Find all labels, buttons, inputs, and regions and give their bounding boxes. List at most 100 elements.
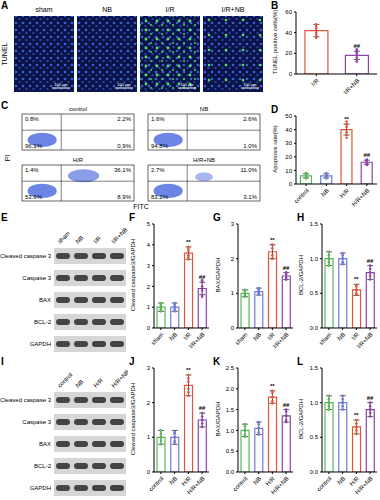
- svg-text:**: **: [186, 239, 191, 245]
- svg-text:1.4%: 1.4%: [25, 167, 39, 173]
- svg-text:BCL-2: BCL-2: [34, 463, 52, 469]
- svg-text:NB: NB: [252, 331, 262, 341]
- svg-text:I/R+NB: I/R+NB: [272, 331, 290, 349]
- svg-text:##: ##: [283, 265, 290, 271]
- svg-text:control: control: [316, 475, 333, 492]
- svg-text:H/R: H/R: [339, 187, 351, 199]
- svg-text:PI: PI: [8, 155, 11, 162]
- svg-text:sham: sham: [35, 6, 52, 13]
- svg-text:100 μm: 100 μm: [243, 82, 257, 87]
- svg-text:1.0: 1.0: [226, 428, 235, 434]
- svg-text:I/R+NB: I/R+NB: [188, 331, 206, 349]
- svg-text:5: 5: [147, 221, 151, 227]
- svg-text:1.0%: 1.0%: [243, 143, 257, 149]
- svg-text:**: **: [344, 116, 349, 122]
- svg-text:H/R+NB: H/R+NB: [110, 369, 128, 389]
- svg-text:100 μm: 100 μm: [180, 82, 194, 87]
- svg-text:1: 1: [147, 434, 151, 440]
- svg-text:0.5: 0.5: [310, 290, 319, 296]
- svg-text:BCL-2: BCL-2: [34, 319, 52, 325]
- svg-text:0.0: 0.0: [310, 469, 319, 475]
- svg-text:40: 40: [285, 127, 292, 133]
- svg-text:GAPDH: GAPDH: [30, 485, 51, 491]
- svg-text:I/R: I/R: [182, 331, 192, 341]
- svg-text:control: control: [293, 187, 310, 204]
- svg-text:2.2%: 2.2%: [117, 116, 131, 122]
- svg-text:sham: sham: [150, 331, 165, 346]
- svg-text:0: 0: [231, 325, 235, 331]
- svg-text:8.9%: 8.9%: [117, 194, 131, 200]
- svg-text:I/R: I/R: [350, 331, 360, 341]
- svg-text:0.9%: 0.9%: [117, 143, 131, 149]
- svg-text:1.5: 1.5: [310, 221, 319, 227]
- svg-text:94.8%: 94.8%: [151, 143, 169, 149]
- svg-text:0: 0: [147, 325, 151, 331]
- svg-text:Cleaved caspase 3: Cleaved caspase 3: [8, 253, 52, 259]
- svg-text:2: 2: [147, 400, 151, 406]
- svg-text:I/R+NB: I/R+NB: [110, 227, 128, 245]
- svg-text:100 μm: 100 μm: [117, 82, 131, 87]
- svg-text:##: ##: [364, 152, 371, 158]
- svg-text:NB: NB: [168, 475, 178, 485]
- svg-text:**: **: [270, 383, 275, 389]
- svg-text:##: ##: [199, 405, 206, 411]
- svg-text:Caspase 3: Caspase 3: [22, 275, 51, 281]
- svg-text:3: 3: [147, 263, 151, 269]
- svg-text:sham: sham: [318, 331, 333, 346]
- svg-text:20: 20: [285, 50, 292, 56]
- svg-text:FITC: FITC: [133, 203, 149, 210]
- svg-text:3: 3: [231, 221, 235, 227]
- svg-text:1.0: 1.0: [310, 256, 319, 262]
- svg-text:**: **: [354, 412, 359, 418]
- svg-text:0.5: 0.5: [226, 448, 235, 454]
- svg-text:4: 4: [147, 242, 151, 248]
- svg-text:I/R+NB: I/R+NB: [222, 6, 245, 13]
- svg-text:1.6%: 1.6%: [151, 116, 165, 122]
- svg-text:I/R+NB: I/R+NB: [342, 77, 360, 95]
- svg-text:##: ##: [283, 402, 290, 408]
- svg-text:2.6%: 2.6%: [243, 116, 257, 122]
- svg-text:NB: NB: [336, 475, 346, 485]
- svg-text:30: 30: [285, 140, 292, 146]
- svg-text:1: 1: [231, 290, 235, 296]
- svg-text:NB: NB: [252, 475, 262, 485]
- svg-text:**: **: [186, 368, 191, 373]
- svg-text:H/R+NB: H/R+NB: [193, 157, 215, 163]
- svg-text:0: 0: [289, 181, 293, 187]
- svg-text:H/R+NB: H/R+NB: [270, 475, 290, 495]
- svg-text:36.1%: 36.1%: [114, 167, 132, 173]
- svg-text:20: 20: [285, 154, 292, 160]
- svg-text:H/R+NB: H/R+NB: [351, 187, 371, 207]
- svg-text:I/R+NB: I/R+NB: [356, 331, 372, 349]
- svg-text:I/R: I/R: [92, 235, 102, 245]
- svg-text:1.5: 1.5: [310, 365, 319, 371]
- svg-text:**: **: [354, 276, 359, 282]
- svg-text:Caspase 3: Caspase 3: [22, 419, 51, 425]
- svg-text:2.7%: 2.7%: [151, 167, 165, 173]
- svg-text:NB: NB: [200, 106, 208, 112]
- svg-text:BAX: BAX: [39, 441, 51, 447]
- svg-text:NB: NB: [74, 379, 84, 389]
- svg-text:##: ##: [353, 43, 360, 49]
- svg-text:100 μm: 100 μm: [54, 82, 68, 87]
- svg-text:2.0: 2.0: [226, 386, 235, 392]
- svg-text:10: 10: [285, 168, 292, 174]
- svg-text:sham: sham: [56, 230, 71, 245]
- svg-text:3.1%: 3.1%: [243, 194, 257, 200]
- svg-text:0.0: 0.0: [226, 469, 235, 475]
- svg-text:##: ##: [367, 395, 372, 401]
- svg-text:NB: NB: [168, 331, 178, 341]
- svg-text:##: ##: [199, 274, 206, 280]
- svg-text:2: 2: [231, 256, 235, 262]
- svg-text:0: 0: [289, 71, 293, 77]
- svg-text:53.6%: 53.6%: [25, 194, 43, 200]
- svg-text:BAX: BAX: [39, 297, 51, 303]
- svg-text:NB: NB: [74, 235, 84, 245]
- svg-text:1.0: 1.0: [310, 400, 319, 406]
- svg-text:H/R+NB: H/R+NB: [186, 475, 206, 495]
- svg-text:GAPDH: GAPDH: [30, 341, 51, 347]
- svg-text:0.8%: 0.8%: [25, 116, 39, 122]
- svg-text:2.5: 2.5: [226, 365, 235, 371]
- svg-text:3: 3: [147, 365, 151, 371]
- svg-text:0.5: 0.5: [310, 434, 319, 440]
